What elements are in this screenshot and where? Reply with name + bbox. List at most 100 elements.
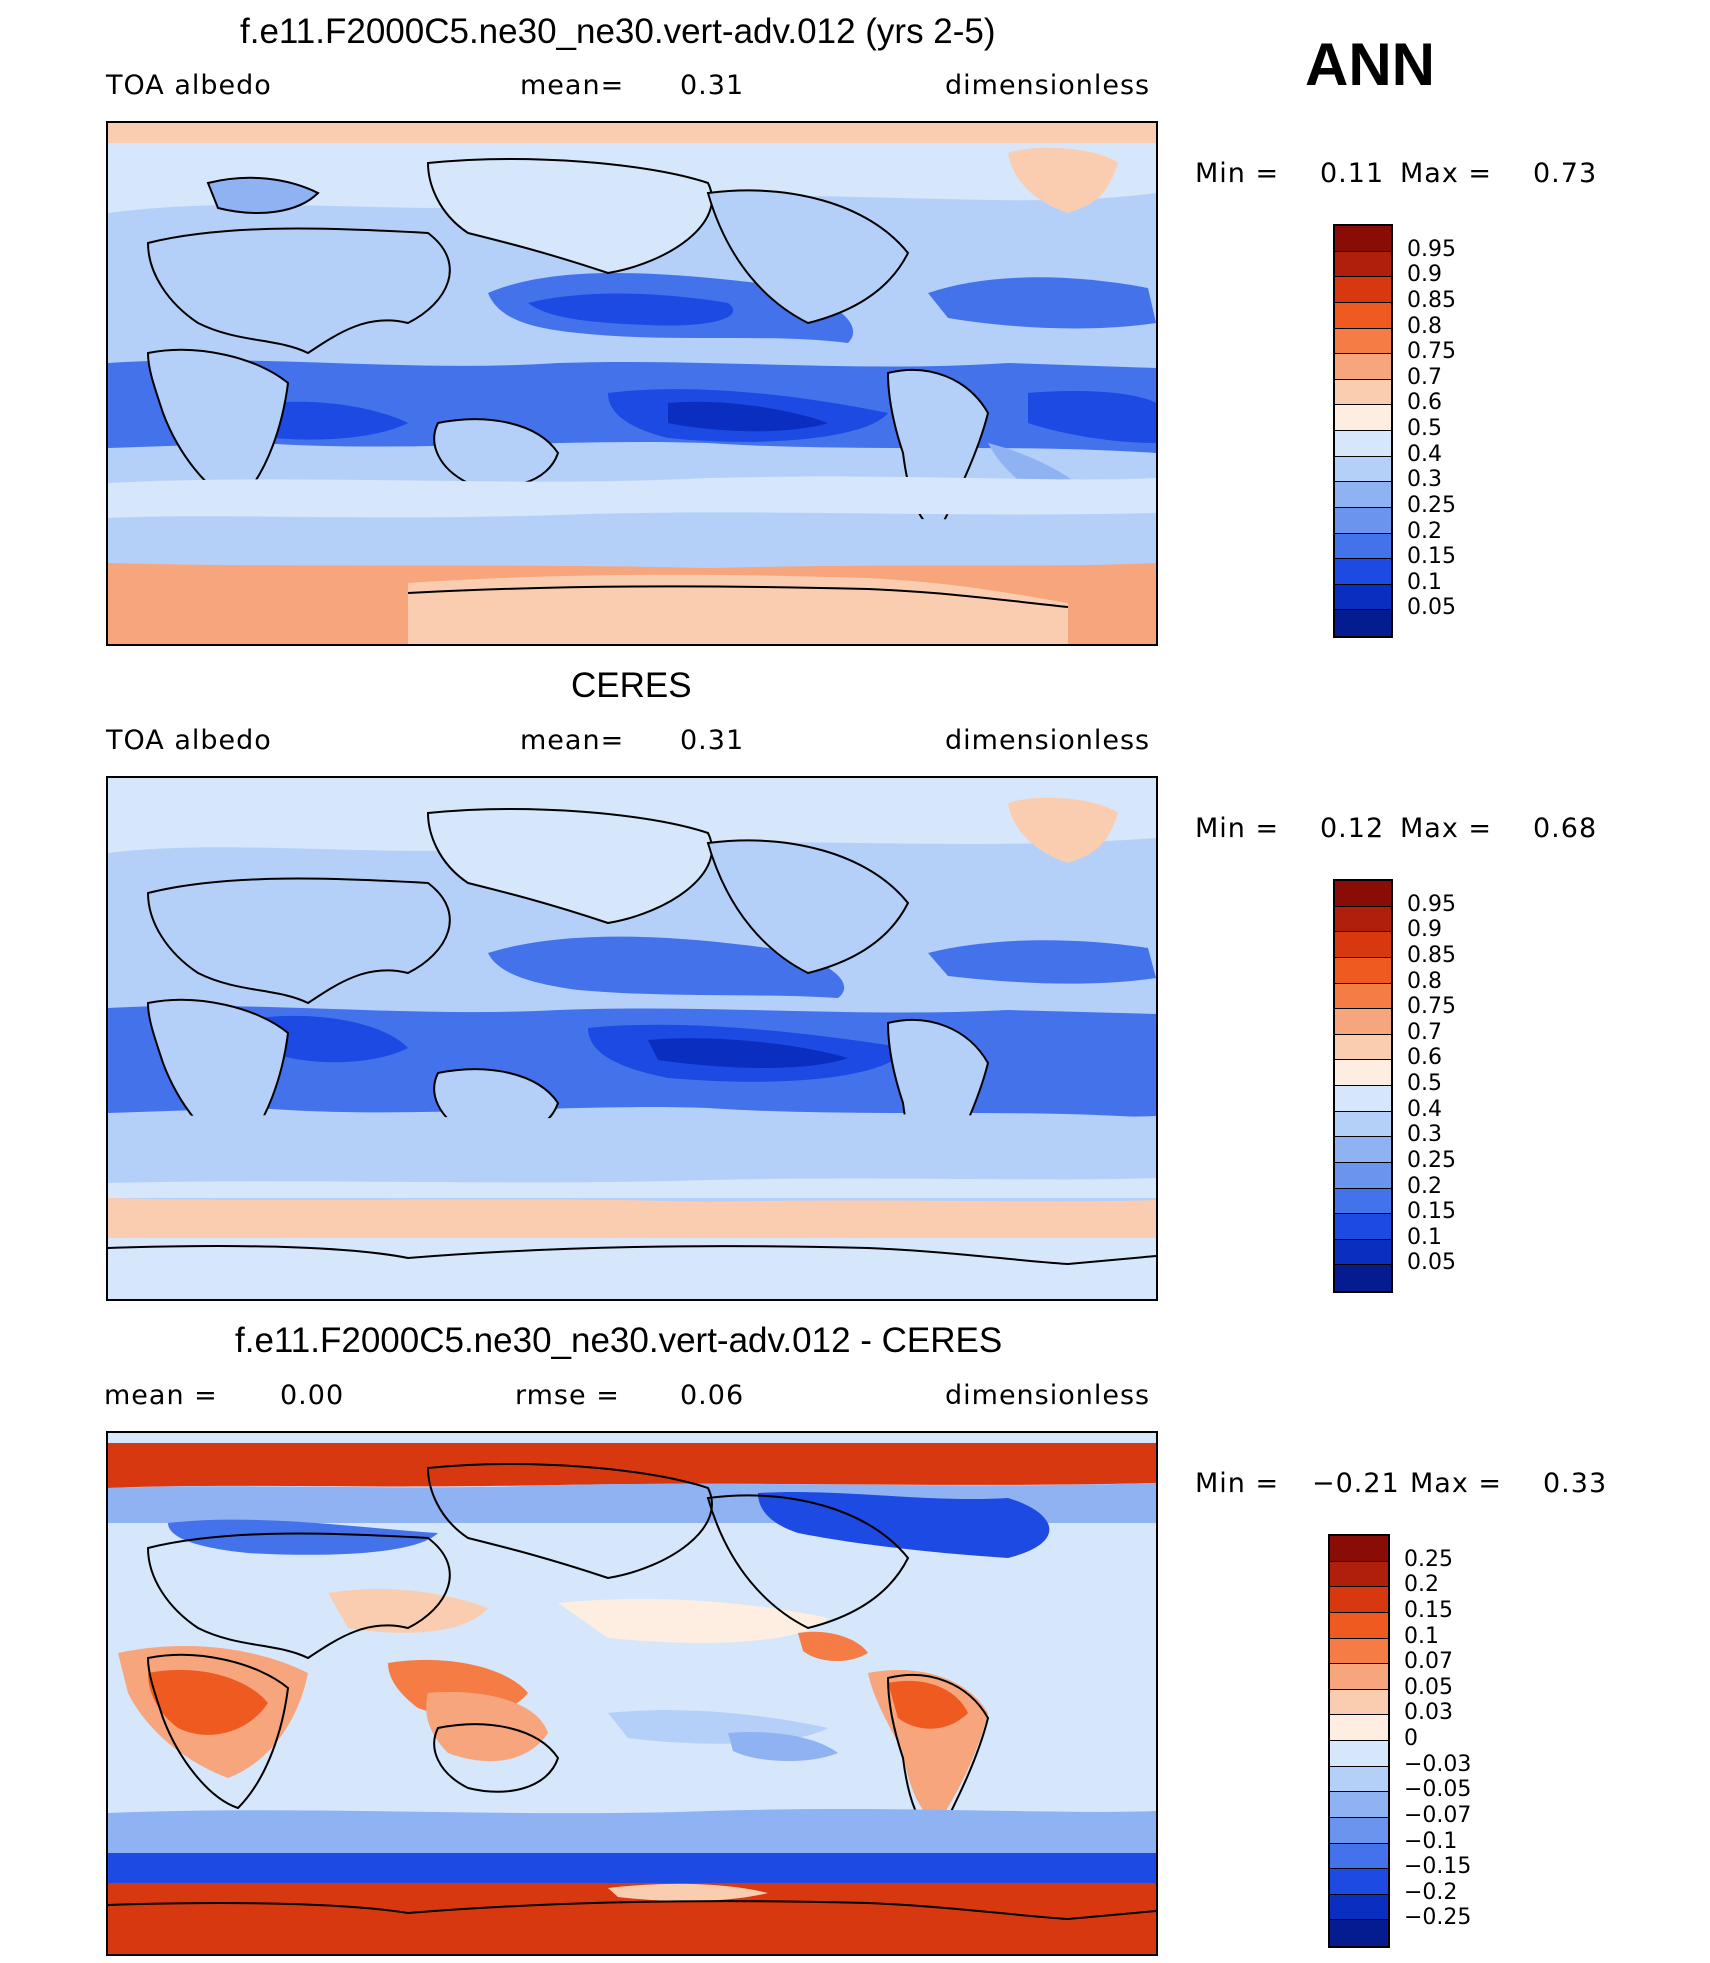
colorbar-tick-label: 0.05 bbox=[1407, 1250, 1456, 1276]
colorbar-swatch bbox=[1330, 1766, 1388, 1793]
colorbar-tick-label: 0 bbox=[1404, 1726, 1418, 1751]
colorbar-swatch bbox=[1335, 932, 1391, 958]
colorbar-tick-label: 0.5 bbox=[1407, 416, 1442, 441]
panel-1-title: f.e11.F2000C5.ne30_ne30.vert-adv.012 (yr… bbox=[240, 12, 996, 51]
colorbar-swatch bbox=[1335, 906, 1391, 933]
colorbar-swatch bbox=[1330, 1664, 1388, 1690]
colorbar-swatch bbox=[1335, 431, 1391, 457]
panel-2-colorbar bbox=[1333, 879, 1393, 1293]
colorbar-swatch bbox=[1335, 881, 1391, 907]
colorbar-tick-label: −0.25 bbox=[1404, 1905, 1472, 1931]
colorbar-swatch bbox=[1330, 1612, 1388, 1639]
colorbar-swatch bbox=[1335, 328, 1391, 355]
panel-2-min-label: Min = bbox=[1195, 813, 1280, 844]
panel-2-map bbox=[106, 776, 1158, 1301]
colorbar-swatch bbox=[1330, 1536, 1388, 1562]
panel-1-map bbox=[106, 121, 1158, 646]
colorbar-swatch bbox=[1335, 1188, 1391, 1215]
panel-3-map bbox=[106, 1431, 1158, 1956]
colorbar-swatch bbox=[1335, 584, 1391, 611]
colorbar-tick-label: 0.05 bbox=[1404, 1674, 1453, 1700]
colorbar-swatch bbox=[1335, 482, 1391, 508]
colorbar-tick-label: 0.05 bbox=[1407, 595, 1456, 621]
colorbar-swatch bbox=[1330, 1561, 1388, 1588]
panel-3-colorbar bbox=[1328, 1534, 1390, 1948]
colorbar-swatch bbox=[1330, 1587, 1388, 1613]
panel-3-min-value: −0.21 bbox=[1312, 1468, 1400, 1499]
colorbar-tick-label: 0.25 bbox=[1407, 492, 1456, 518]
colorbar-swatch bbox=[1335, 1009, 1391, 1035]
colorbar-tick-label: 0.7 bbox=[1407, 1019, 1442, 1045]
colorbar-swatch bbox=[1335, 226, 1391, 252]
panel-2-title: CERES bbox=[571, 666, 692, 705]
colorbar-swatch bbox=[1330, 1894, 1388, 1921]
panel-2-units-label: dimensionless bbox=[945, 725, 1151, 756]
colorbar-tick-label: 0.9 bbox=[1407, 917, 1442, 943]
panel-3-max-label: Max = bbox=[1410, 1468, 1503, 1499]
colorbar-tick-label: 0.4 bbox=[1407, 441, 1442, 467]
panel-3-rmse-label: rmse = bbox=[515, 1380, 620, 1411]
colorbar-swatch bbox=[1335, 610, 1391, 636]
panel-3-units-label: dimensionless bbox=[945, 1380, 1151, 1411]
colorbar-tick-label: −0.1 bbox=[1404, 1828, 1458, 1854]
colorbar-tick-label: 0.1 bbox=[1404, 1623, 1439, 1649]
panel-1-max-label: Max = bbox=[1400, 158, 1493, 189]
colorbar-swatch bbox=[1335, 379, 1391, 406]
panel-1-min-value: 0.11 bbox=[1320, 158, 1385, 189]
colorbar-swatch bbox=[1330, 1715, 1388, 1741]
panel-2-mean-label: mean= bbox=[520, 725, 625, 756]
colorbar-swatch bbox=[1335, 302, 1391, 329]
colorbar-tick-label: 0.6 bbox=[1407, 1045, 1442, 1071]
panel-3-max-value: 0.33 bbox=[1543, 1468, 1608, 1499]
colorbar-tick-label: 0.3 bbox=[1407, 467, 1442, 493]
colorbar-tick-label: 0.9 bbox=[1407, 262, 1442, 288]
colorbar-swatch bbox=[1330, 1843, 1388, 1870]
colorbar-tick-label: −0.03 bbox=[1404, 1751, 1472, 1777]
colorbar-swatch bbox=[1335, 533, 1391, 560]
colorbar-tick-label: 0.85 bbox=[1407, 287, 1456, 313]
colorbar-swatch bbox=[1335, 983, 1391, 1010]
panel-3-mean-label: mean = bbox=[104, 1380, 218, 1411]
panel-2-max-value: 0.68 bbox=[1533, 813, 1598, 844]
colorbar-swatch bbox=[1330, 1638, 1388, 1665]
colorbar-tick-label: 0.95 bbox=[1407, 236, 1456, 262]
colorbar-tick-label: 0.25 bbox=[1407, 1147, 1456, 1173]
colorbar-swatch bbox=[1335, 277, 1391, 303]
colorbar-tick-label: −0.2 bbox=[1404, 1879, 1458, 1905]
panel-1-variable-label: TOA albedo bbox=[106, 70, 272, 101]
colorbar-swatch bbox=[1335, 1060, 1391, 1086]
colorbar-swatch bbox=[1330, 1741, 1388, 1767]
colorbar-swatch bbox=[1330, 1920, 1388, 1946]
panel-1-max-value: 0.73 bbox=[1533, 158, 1598, 189]
colorbar-tick-label: 0.85 bbox=[1407, 942, 1456, 968]
colorbar-tick-label: 0.15 bbox=[1404, 1597, 1453, 1623]
panel-2-min-value: 0.12 bbox=[1320, 813, 1385, 844]
colorbar-tick-label: 0.1 bbox=[1407, 569, 1442, 595]
colorbar-swatch bbox=[1335, 1137, 1391, 1163]
colorbar-tick-label: 0.7 bbox=[1407, 364, 1442, 390]
colorbar-tick-label: 0.2 bbox=[1404, 1572, 1439, 1598]
colorbar-tick-label: 0.2 bbox=[1407, 1173, 1442, 1199]
colorbar-swatch bbox=[1335, 1034, 1391, 1061]
colorbar-tick-label: 0.15 bbox=[1407, 544, 1456, 570]
colorbar-tick-label: 0.1 bbox=[1407, 1224, 1442, 1250]
colorbar-swatch bbox=[1335, 1086, 1391, 1112]
panel-1-mean-value: 0.31 bbox=[680, 70, 745, 101]
colorbar-swatch bbox=[1335, 1162, 1391, 1189]
panel-1-colorbar bbox=[1333, 224, 1393, 638]
colorbar-tick-label: −0.05 bbox=[1404, 1777, 1472, 1803]
colorbar-tick-label: 0.8 bbox=[1407, 968, 1442, 994]
colorbar-swatch bbox=[1330, 1817, 1388, 1844]
colorbar-tick-label: 0.15 bbox=[1407, 1199, 1456, 1225]
colorbar-swatch bbox=[1330, 1869, 1388, 1895]
colorbar-tick-label: 0.8 bbox=[1407, 313, 1442, 339]
colorbar-swatch bbox=[1335, 251, 1391, 278]
colorbar-swatch bbox=[1335, 1214, 1391, 1240]
colorbar-swatch bbox=[1330, 1689, 1388, 1716]
colorbar-tick-label: 0.4 bbox=[1407, 1096, 1442, 1122]
colorbar-swatch bbox=[1335, 1239, 1391, 1266]
colorbar-swatch bbox=[1335, 354, 1391, 380]
panel-2-mean-value: 0.31 bbox=[680, 725, 745, 756]
colorbar-swatch bbox=[1335, 507, 1391, 534]
colorbar-tick-label: −0.15 bbox=[1404, 1854, 1472, 1880]
